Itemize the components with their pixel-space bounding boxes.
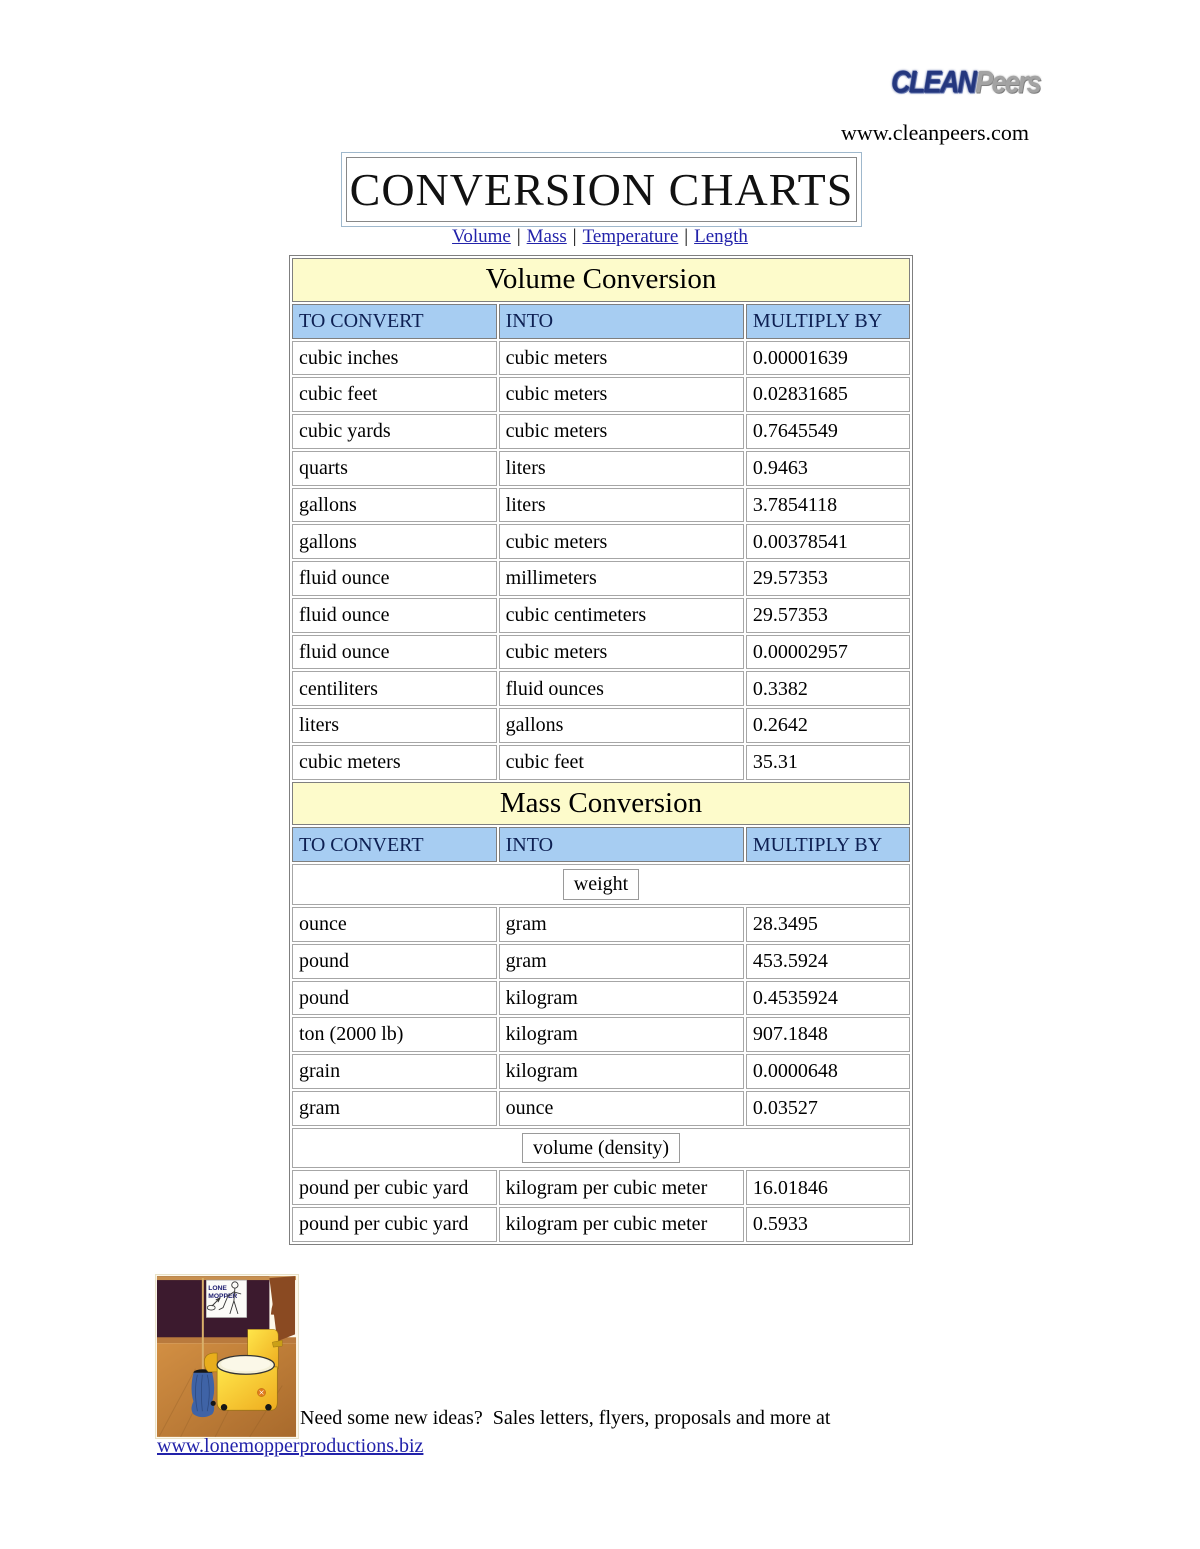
svg-text:LONE: LONE <box>208 1285 227 1292</box>
svg-text:MOPPER: MOPPER <box>208 1293 237 1300</box>
